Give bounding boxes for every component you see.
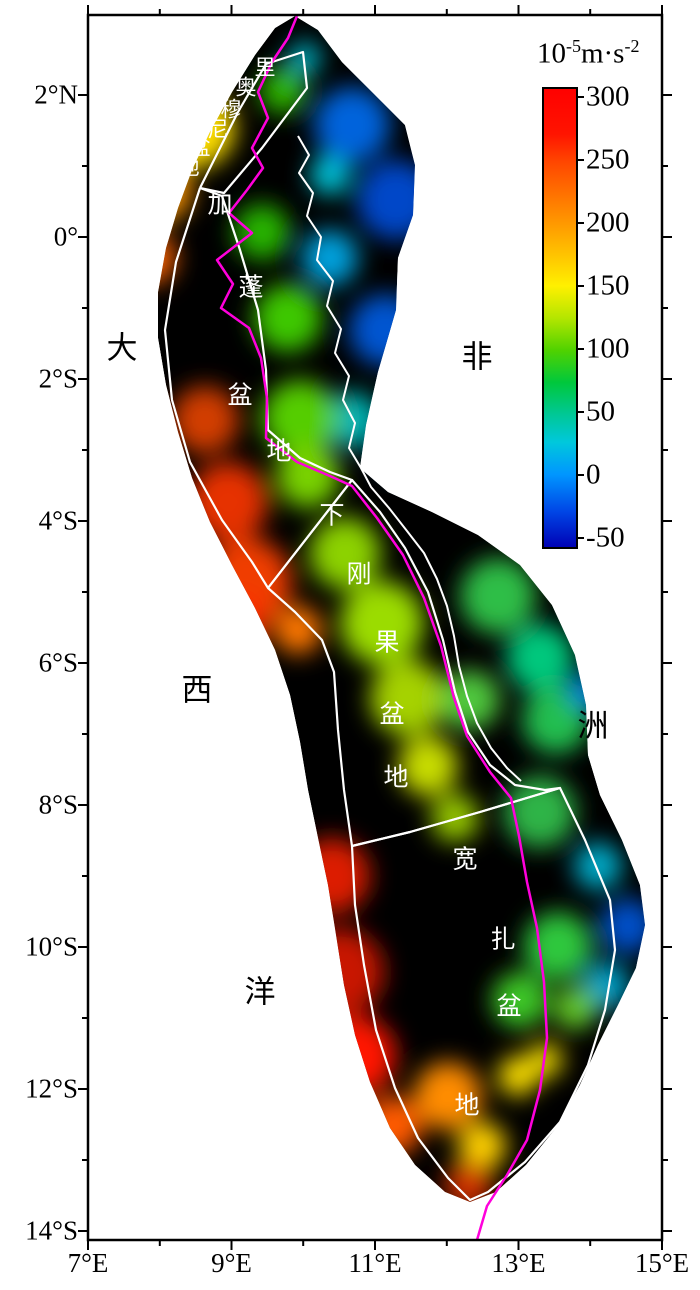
- label-rio-muni-basin-char: 里: [254, 55, 276, 80]
- basin-boundaries: [163, 50, 617, 1202]
- colorbar-unit-label: 10-5m·s-2: [537, 36, 640, 70]
- label-lower-congo-basin-char: 盆: [379, 701, 405, 729]
- y-tick-label: 6°S: [38, 647, 78, 678]
- colorbar-tick-label: 250: [586, 143, 630, 176]
- y-tick-label: 4°S: [38, 505, 78, 536]
- label-gabon-basin-char: 加: [207, 191, 233, 219]
- y-tick-label: 10°S: [25, 931, 78, 962]
- coastline-line: [215, 15, 549, 1241]
- label-lower-congo-basin-char: 下: [319, 502, 345, 530]
- label-gabon-basin-char: 地: [266, 438, 292, 466]
- y-tick-label: 8°S: [38, 789, 78, 820]
- x-tick-label: 11°E: [348, 1248, 402, 1278]
- label-rio-muni-basin-char: 奥: [235, 75, 257, 100]
- colorbar-tick-label: 150: [586, 269, 630, 302]
- colorbar-ticks: [577, 96, 584, 539]
- label-africa-char: 非: [461, 339, 493, 375]
- label-rio-muni-basin-char: 地: [178, 155, 200, 180]
- x-tick-label: 15°E: [634, 1248, 690, 1278]
- y-tick-label: 12°S: [25, 1073, 78, 1104]
- label-rio-muni-basin-char: 穆: [220, 97, 242, 122]
- y-tick-label: 2°N: [34, 79, 78, 110]
- plot-frame: [86, 13, 664, 1242]
- basin-boundary-kwanza: [350, 786, 617, 1202]
- y-tick-label: 0°: [53, 221, 78, 252]
- x-tick-label: 7°E: [67, 1248, 109, 1278]
- label-rio-muni-basin-char: 尼: [207, 117, 229, 142]
- border-line: [297, 135, 522, 782]
- colorbar-tick-label: 100: [586, 332, 630, 365]
- label-lower-congo-basin-char: 刚: [346, 561, 372, 589]
- label-gabon-basin-char: 盆: [227, 382, 253, 410]
- label-atlantic-ocean-char: 西: [181, 672, 213, 708]
- colorbar-tick-label: -50: [586, 521, 625, 554]
- x-tick-label: 9°E: [211, 1248, 252, 1278]
- label-atlantic-ocean-char: 大: [106, 330, 138, 366]
- colorbar-tick-label: 200: [586, 206, 630, 239]
- label-africa-char: 洲: [577, 708, 609, 744]
- colorbar-tick-label: 50: [586, 395, 615, 428]
- colorbar: [542, 87, 578, 549]
- y-tick-label: 14°S: [25, 1215, 78, 1246]
- label-atlantic-ocean-char: 洋: [244, 974, 276, 1010]
- label-kwanza-basin-char: 扎: [490, 926, 516, 954]
- colorbar-tick-label: 300: [586, 80, 630, 113]
- colorbar-tick-label: 0: [586, 458, 601, 491]
- label-lower-congo-basin-char: 地: [383, 764, 409, 792]
- label-rio-muni-basin-char: 盆: [189, 135, 211, 160]
- label-lower-congo-basin-char: 果: [374, 629, 400, 657]
- label-kwanza-basin-char: 盆: [496, 993, 522, 1021]
- label-gabon-basin-char: 蓬: [238, 274, 264, 302]
- basin-boundary-rio-muni: [199, 50, 309, 195]
- label-kwanza-basin-char: 地: [454, 1092, 480, 1120]
- y-tick-label: 2°S: [38, 363, 78, 394]
- label-kwanza-basin-char: 宽: [452, 846, 478, 874]
- basin-boundary-lower-congo: [267, 478, 562, 848]
- x-tick-label: 13°E: [491, 1248, 546, 1278]
